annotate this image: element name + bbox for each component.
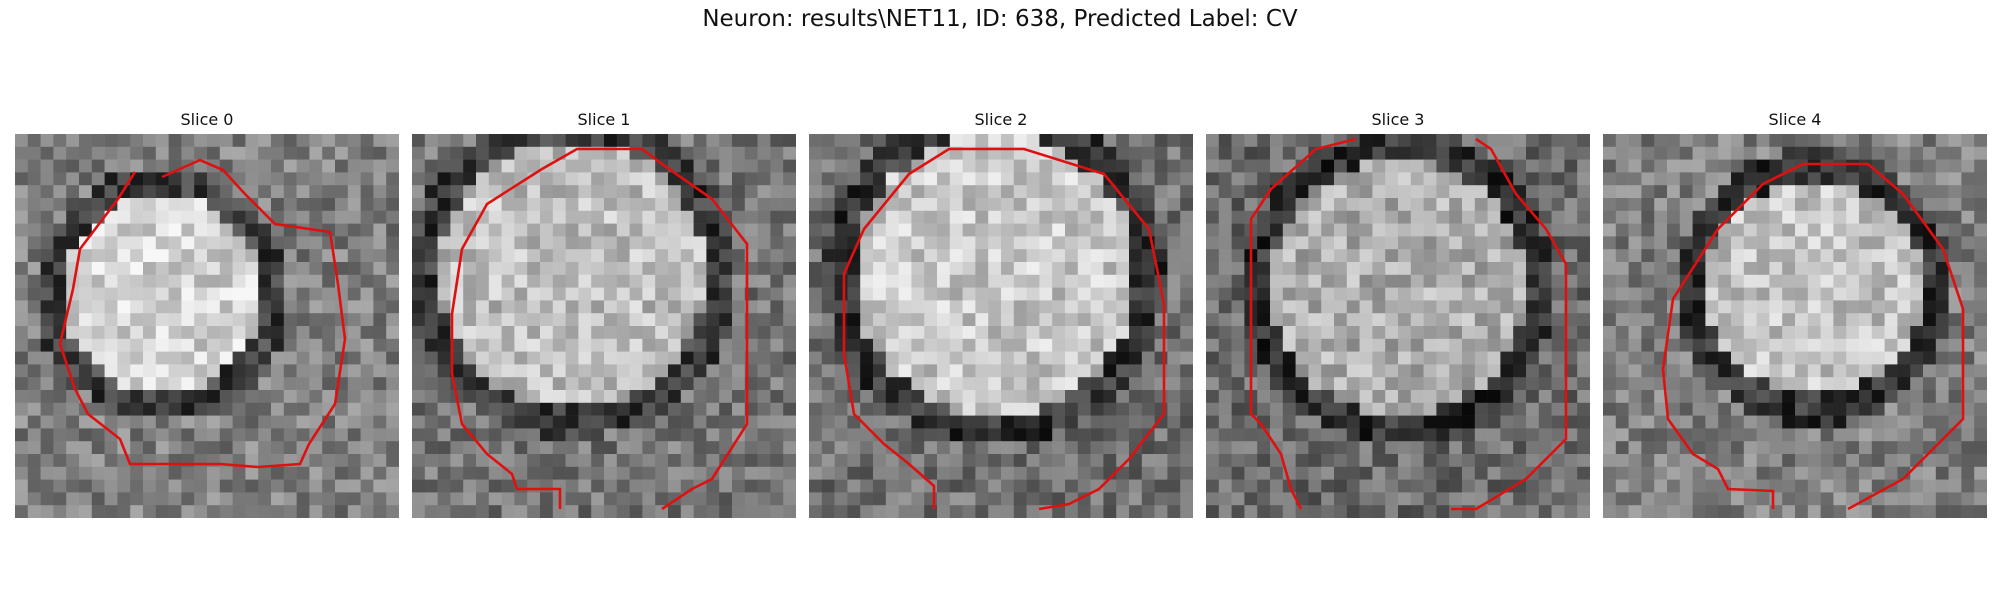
cell-contour-line [1451, 137, 1568, 511]
slice-title-3: Slice 3 [1371, 110, 1425, 129]
cell-contour-line [450, 147, 749, 511]
slice-image-2 [809, 134, 1193, 518]
slice-image-4 [1603, 134, 1987, 518]
slice-panel-0: Slice 0 [15, 108, 399, 518]
slice-title-4: Slice 4 [1768, 110, 1822, 129]
grayscale-pixel-grid [15, 134, 399, 518]
cell-contour-line [842, 147, 1166, 511]
grayscale-pixel-grid [1206, 134, 1590, 518]
grayscale-pixel-grid [412, 134, 796, 518]
slice-image-1 [412, 134, 796, 518]
grayscale-pixel-grid [809, 134, 1193, 518]
slice-panel-4: Slice 4 [1603, 108, 1987, 518]
cell-contour-line [1661, 162, 1965, 511]
slice-panel-3: Slice 3 [1206, 108, 1590, 518]
cell-contour-line [1249, 137, 1357, 510]
slice-title-1: Slice 1 [577, 110, 631, 129]
slice-panel-2: Slice 2 [809, 108, 1193, 518]
slice-title-0: Slice 0 [180, 110, 234, 129]
slice-panel-1: Slice 1 [412, 108, 796, 518]
slice-image-0 [15, 134, 399, 518]
grayscale-pixel-grid [1603, 134, 1987, 518]
slice-title-2: Slice 2 [974, 110, 1028, 129]
figure-title: Neuron: results\NET11, ID: 638, Predicte… [702, 6, 1298, 32]
slice-image-3 [1206, 134, 1590, 518]
cell-contour-line [58, 158, 347, 469]
